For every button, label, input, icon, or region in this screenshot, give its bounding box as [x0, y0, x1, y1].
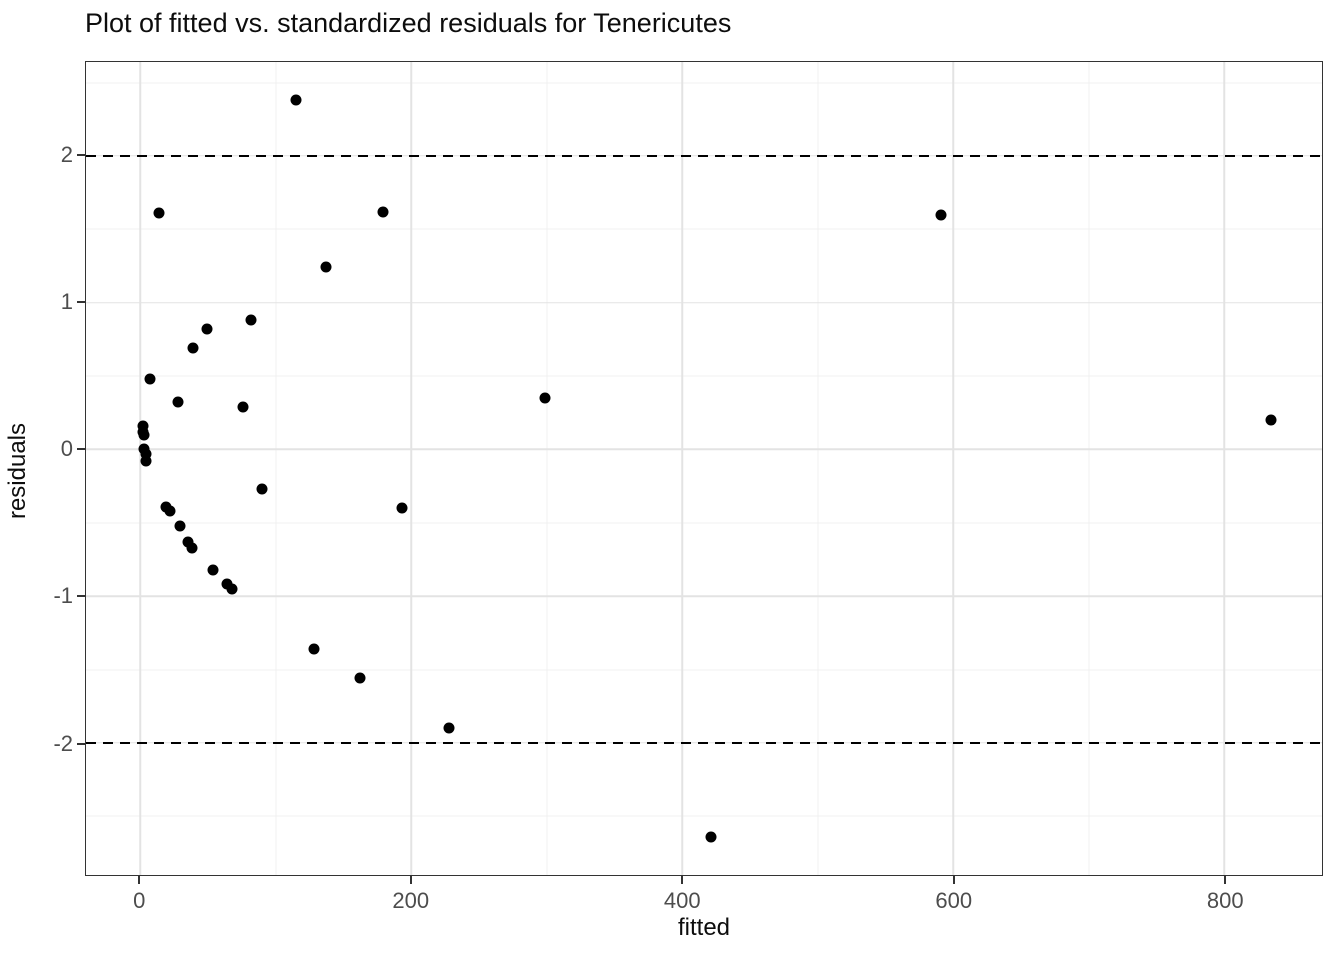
x-tick-label: 400: [663, 888, 701, 913]
data-point: [207, 564, 219, 576]
data-point: [308, 643, 320, 655]
data-point: [1265, 414, 1276, 426]
data-point: [396, 502, 408, 514]
y-tick-mark: [77, 448, 85, 451]
data-point: [140, 448, 152, 460]
minor-gridline-y: [86, 375, 1322, 377]
x-tick-label: 800: [1206, 888, 1244, 913]
chart-title: Plot of fitted vs. standardized residual…: [85, 8, 732, 38]
minor-gridline-x: [817, 62, 819, 875]
x-tick-mark: [409, 876, 412, 884]
data-point: [245, 314, 257, 326]
data-point: [187, 342, 199, 354]
y-tick-label: 2: [60, 142, 73, 168]
minor-gridline-y: [86, 228, 1322, 230]
minor-gridline-x: [546, 62, 548, 875]
data-point: [539, 392, 551, 404]
data-point: [144, 373, 156, 385]
minor-gridline-y: [86, 669, 1322, 671]
x-tick-mark: [952, 876, 955, 884]
data-point: [164, 505, 176, 517]
major-gridline-x: [952, 62, 955, 875]
data-point: [138, 429, 150, 441]
threshold-line: [86, 154, 1322, 157]
data-point: [705, 831, 717, 843]
major-gridline-x: [410, 62, 412, 875]
data-point: [140, 455, 152, 467]
plot-panel: [85, 61, 1323, 876]
major-gridline-x: [681, 62, 684, 875]
data-point: [172, 396, 184, 408]
y-tick-mark: [77, 742, 85, 745]
minor-gridline-x: [275, 62, 277, 875]
data-point: [221, 578, 233, 590]
data-point: [443, 722, 455, 734]
minor-gridline-x: [1088, 62, 1090, 875]
data-point: [320, 261, 332, 273]
data-point: [290, 94, 302, 106]
major-gridline-y: [86, 595, 1322, 597]
threshold-line: [86, 741, 1322, 744]
data-point: [256, 483, 268, 495]
major-gridline-y: [86, 301, 1322, 304]
x-axis-title: fitted: [677, 914, 731, 941]
minor-gridline-y: [86, 522, 1322, 524]
y-tick-label: -2: [53, 730, 73, 756]
major-gridline-y: [86, 448, 1322, 451]
y-tick-label: 1: [60, 289, 73, 315]
minor-gridline-y: [86, 82, 1322, 84]
minor-gridline-y: [86, 815, 1322, 817]
data-point: [137, 420, 149, 432]
data-point: [153, 207, 165, 219]
data-point: [377, 206, 389, 218]
data-point: [174, 520, 185, 532]
data-point: [186, 542, 198, 554]
data-point: [182, 536, 194, 548]
x-tick-label: 200: [392, 888, 430, 913]
y-tick-mark: [77, 154, 85, 157]
major-gridline-x: [139, 62, 141, 875]
y-tick-mark: [77, 595, 85, 598]
data-point: [935, 209, 947, 221]
x-tick-mark: [1224, 876, 1227, 884]
data-point: [237, 401, 249, 413]
y-tick-label: 0: [60, 436, 73, 462]
data-point: [354, 672, 366, 684]
y-tick-mark: [77, 301, 85, 304]
data-point: [201, 323, 213, 335]
x-tick-mark: [681, 876, 684, 884]
x-tick-label: 600: [935, 888, 973, 913]
y-tick-label: -1: [53, 583, 73, 609]
major-gridline-x: [1223, 62, 1226, 875]
data-point: [226, 583, 238, 595]
x-tick-label: 0: [133, 888, 146, 913]
x-tick-mark: [138, 876, 141, 884]
